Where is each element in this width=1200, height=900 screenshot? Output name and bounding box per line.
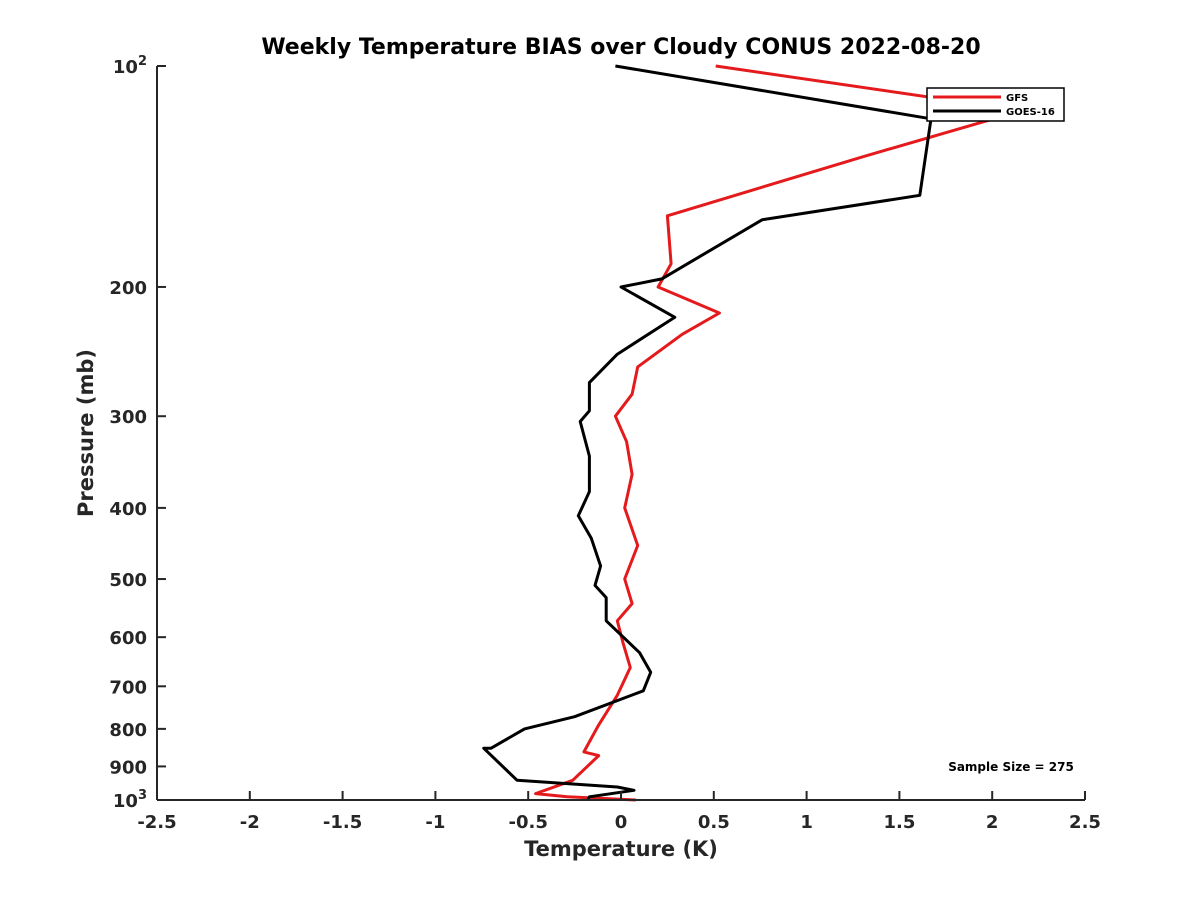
- x-tick-label: 2: [986, 812, 999, 833]
- x-tick-label: -1.5: [323, 812, 362, 833]
- series-line-gfs: [534, 64, 1024, 802]
- x-tick-label: 0: [615, 812, 628, 833]
- y-tick-label: 400: [109, 499, 147, 520]
- y-axis: 102 200 300 400 500 600 700 800 900 103: [109, 54, 166, 812]
- y-tick-label: 103: [113, 788, 147, 812]
- legend: GFS GOES-16: [926, 87, 1065, 122]
- y-tick-label: 800: [109, 720, 147, 741]
- x-tick-label: 2.5: [1069, 812, 1101, 833]
- sample-size-annotation: Sample Size = 275: [948, 760, 1074, 774]
- x-axis-label: Temperature (K): [524, 837, 718, 861]
- x-tick-label: -1: [425, 812, 445, 833]
- x-tick-label: 1.5: [883, 812, 915, 833]
- x-tick-label: -2.5: [137, 812, 176, 833]
- chart-title: Weekly Temperature BIAS over Cloudy CONU…: [261, 35, 980, 60]
- series-line-goes-16: [482, 64, 933, 801]
- x-axis: -2.5 -2 -1.5 -1 -0.5 0 0.5 1 1.5 2 2.5: [137, 791, 1101, 833]
- y-tick-label: 900: [109, 757, 147, 778]
- y-tick-label: 700: [109, 677, 147, 698]
- x-tick-label: 1: [800, 812, 813, 833]
- x-tick-label: -0.5: [509, 812, 548, 833]
- y-axis-label: Pressure (mb): [74, 349, 98, 517]
- y-tick-label: 300: [109, 407, 147, 428]
- x-tick-label: 0.5: [698, 812, 730, 833]
- legend-entry: GOES-16: [1006, 107, 1055, 118]
- y-tick-label: 500: [109, 570, 147, 591]
- y-tick-label: 102: [113, 54, 147, 78]
- x-tick-label: -2: [240, 812, 260, 833]
- y-tick-label: 600: [109, 628, 147, 649]
- legend-entry: GFS: [1006, 93, 1028, 104]
- legend-box: [926, 87, 1065, 122]
- y-tick-label: 200: [109, 278, 147, 299]
- series-group: [482, 64, 1024, 802]
